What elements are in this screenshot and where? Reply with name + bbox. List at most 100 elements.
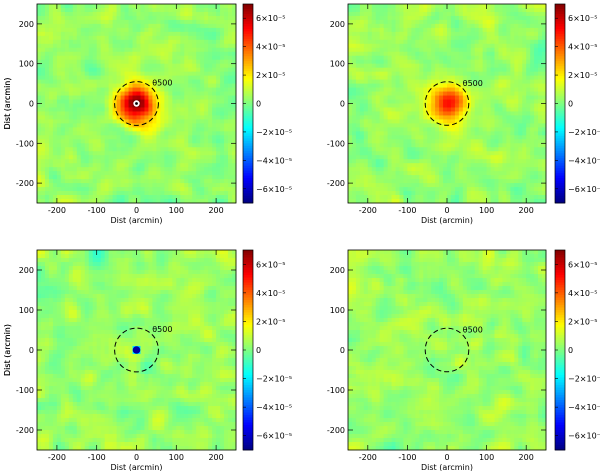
colorbar-segment (243, 150, 253, 154)
heatmap-cell (164, 179, 169, 184)
heatmap-cell (192, 183, 197, 188)
heatmap-cell (359, 39, 365, 45)
heatmap-cell (72, 27, 78, 33)
heatmap-cell (407, 139, 412, 144)
heatmap-cell (470, 119, 476, 124)
heatmap-cell (132, 4, 137, 9)
heatmap-cell (443, 35, 448, 41)
heatmap-cell (478, 79, 484, 84)
heatmap-cell (156, 4, 161, 9)
heatmap-cell (160, 163, 165, 168)
heatmap-cell (458, 51, 464, 57)
heatmap-cell (136, 171, 141, 176)
heatmap-cell (168, 183, 173, 188)
heatmap-cell (474, 175, 480, 180)
heatmap-cell (522, 15, 527, 21)
heatmap-cell (478, 59, 484, 65)
heatmap-cell (351, 99, 357, 104)
heatmap-cell (447, 179, 452, 184)
heatmap-cell (498, 123, 503, 128)
heatmap-cell (212, 191, 217, 196)
heatmap-cell (60, 99, 66, 104)
heatmap-cell (156, 187, 161, 192)
colorbar-segment (243, 93, 253, 97)
heatmap-cell (355, 183, 361, 188)
heatmap-cell (427, 79, 432, 84)
heatmap-cell (104, 4, 110, 9)
heatmap-cell (387, 35, 392, 41)
heatmap-cell (348, 39, 353, 45)
heatmap-cell (172, 167, 177, 172)
heatmap-cell (200, 55, 205, 61)
heatmap-cell (419, 99, 424, 104)
heatmap-cell (216, 31, 221, 37)
heatmap-cell (435, 95, 440, 100)
heatmap-cell (192, 163, 197, 168)
heatmap-cell (52, 135, 58, 140)
heatmap-cell (510, 99, 515, 104)
heatmap-cell (534, 147, 539, 152)
heatmap-cell (56, 119, 62, 124)
heatmap-cell (180, 135, 185, 140)
heatmap-cell (232, 87, 237, 92)
heatmap-cell (435, 123, 440, 128)
heatmap-cell (506, 59, 511, 65)
heatmap-cell (120, 31, 125, 37)
heatmap-cell (490, 83, 495, 88)
heatmap-cell (48, 4, 54, 9)
heatmap-cell (490, 139, 495, 144)
heatmap-cell (60, 199, 66, 204)
heatmap-cell (399, 87, 404, 92)
heatmap-cell (502, 179, 507, 184)
heatmap-cell (367, 183, 373, 188)
heatmap-cell (534, 75, 539, 81)
heatmap-cell (104, 171, 110, 176)
heatmap-cell (52, 15, 58, 21)
heatmap-cell (40, 147, 46, 152)
heatmap-cell (379, 11, 385, 17)
heatmap-cell (486, 107, 491, 112)
heatmap-cell (108, 7, 114, 13)
heatmap-cell (152, 151, 157, 156)
heatmap-cell (510, 103, 515, 108)
heatmap-cell (216, 99, 221, 104)
heatmap-cell (84, 7, 90, 13)
heatmap-cell (351, 155, 357, 160)
heatmap-cell (72, 43, 78, 49)
heatmap-cell (399, 159, 404, 164)
heatmap-cell (359, 171, 365, 176)
heatmap-cell (395, 51, 400, 57)
heatmap-cell (494, 47, 499, 53)
heatmap-cell (403, 39, 408, 45)
heatmap-cell (423, 159, 428, 164)
heatmap-cell (435, 79, 440, 84)
heatmap-cell (124, 71, 129, 77)
heatmap-cell (454, 159, 460, 164)
heatmap-cell (482, 59, 487, 65)
heatmap-cell (172, 111, 177, 116)
heatmap-cell (104, 63, 110, 69)
heatmap-cell (176, 39, 181, 45)
heatmap-cell (148, 79, 153, 84)
heatmap-cell (526, 135, 531, 140)
heatmap-cell (423, 111, 428, 116)
heatmap-cell (64, 179, 70, 184)
heatmap-cell (88, 183, 94, 188)
colorbar-segment (243, 165, 253, 169)
heatmap-cell (351, 159, 357, 164)
heatmap-cell (486, 147, 491, 152)
heatmap-cell (355, 59, 361, 65)
heatmap-cell (196, 63, 201, 69)
heatmap-cell (355, 15, 361, 21)
heatmap-cell (116, 175, 121, 180)
heatmap-cell (188, 187, 193, 192)
heatmap-cell (435, 175, 440, 180)
heatmap-cell (48, 103, 54, 108)
heatmap-cell (355, 27, 361, 33)
heatmap-cell (387, 7, 392, 13)
heatmap-cell (470, 135, 476, 140)
heatmap-cell (470, 47, 476, 53)
heatmap-cell (232, 31, 237, 37)
heatmap-cell (403, 135, 408, 140)
heatmap-cell (431, 159, 436, 164)
